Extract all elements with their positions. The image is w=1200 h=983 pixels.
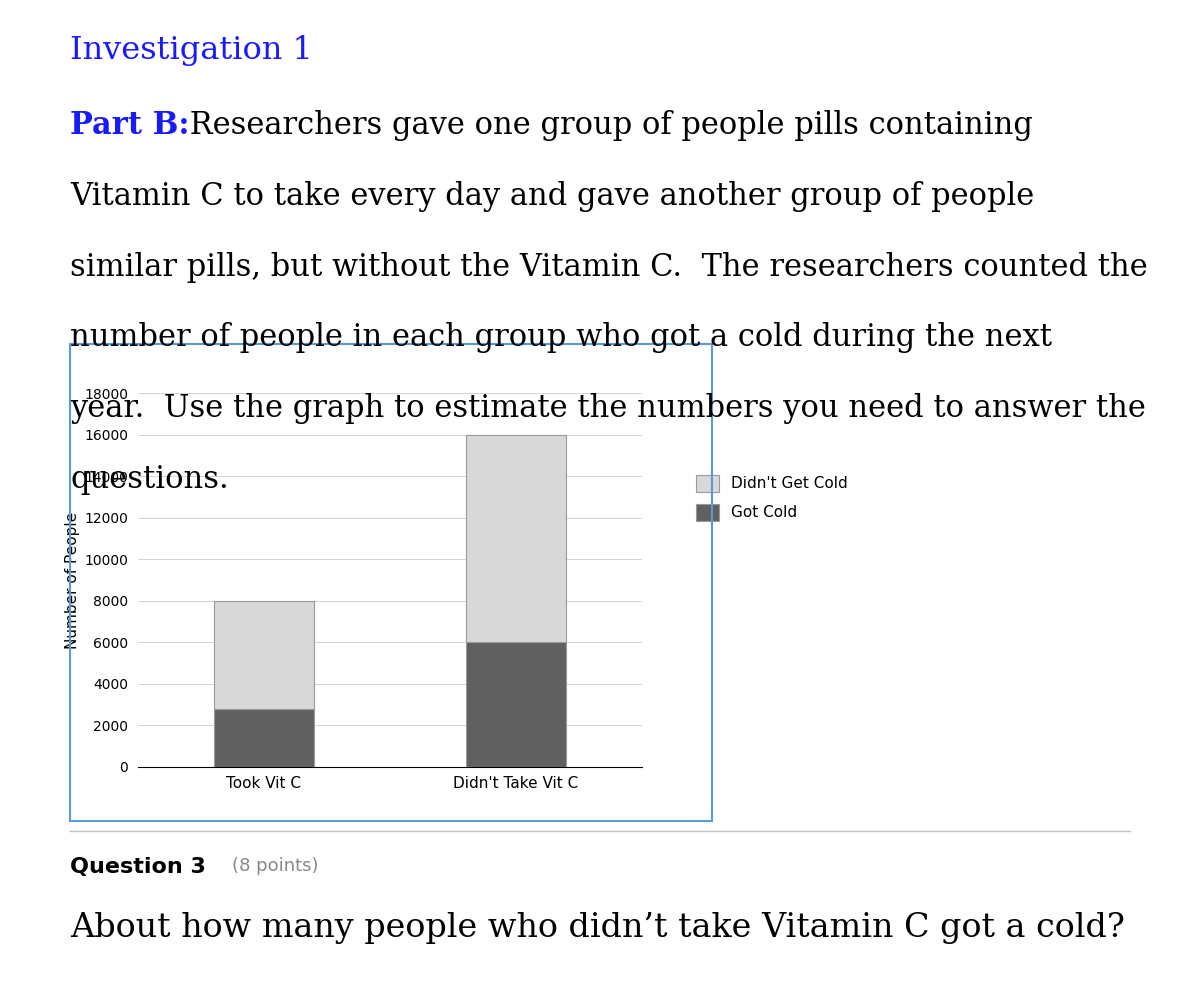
Text: Investigation 1: Investigation 1 xyxy=(70,35,313,67)
Text: similar pills, but without the Vitamin C.  The researchers counted the: similar pills, but without the Vitamin C… xyxy=(70,252,1147,283)
Bar xyxy=(466,642,566,767)
Text: year.  Use the graph to estimate the numbers you need to answer the: year. Use the graph to estimate the numb… xyxy=(70,393,1146,425)
Text: Vitamin C to take every day and gave another group of people: Vitamin C to take every day and gave ano… xyxy=(70,181,1034,212)
Text: Question 3: Question 3 xyxy=(70,857,206,877)
Text: About how many people who didn’t take Vitamin C got a cold?: About how many people who didn’t take Vi… xyxy=(70,912,1124,945)
Text: Researchers gave one group of people pills containing: Researchers gave one group of people pil… xyxy=(180,110,1033,142)
Legend: Didn't Get Cold, Got Cold: Didn't Get Cold, Got Cold xyxy=(690,469,854,527)
Text: (8 points): (8 points) xyxy=(232,857,318,875)
Bar xyxy=(466,434,566,642)
Bar xyxy=(214,709,314,767)
Text: questions.: questions. xyxy=(70,464,229,495)
Text: Part B:: Part B: xyxy=(70,110,190,142)
Text: number of people in each group who got a cold during the next: number of people in each group who got a… xyxy=(70,322,1052,354)
Bar xyxy=(214,601,314,709)
Y-axis label: Number of People: Number of People xyxy=(65,511,80,649)
